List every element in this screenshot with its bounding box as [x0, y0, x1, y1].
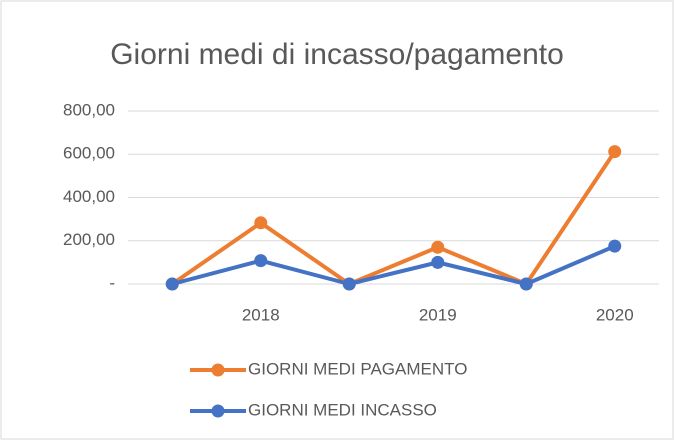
data-point: [431, 240, 445, 254]
data-point: [431, 255, 445, 269]
x-tick-label: 2020: [596, 305, 634, 324]
legend-label: GIORNI MEDI INCASSO: [248, 400, 437, 419]
y-tick-label: 800,00: [63, 100, 115, 119]
data-point: [342, 277, 356, 291]
y-tick-label: 600,00: [63, 144, 115, 163]
legend-label: GIORNI MEDI PAGAMENTO: [248, 359, 467, 378]
series-line: [171, 150, 617, 286]
chart-title: Giorni medi di incasso/pagamento: [110, 38, 564, 71]
data-point: [165, 277, 179, 291]
y-tick-label: 400,00: [63, 187, 115, 206]
data-point: [254, 254, 268, 268]
x-tick-label: 2019: [419, 305, 457, 324]
legend-marker: [211, 363, 225, 377]
data-point: [519, 277, 533, 291]
y-tick-label: -: [109, 273, 115, 292]
y-tick-label: 200,00: [63, 230, 115, 249]
series-line: [171, 244, 616, 286]
data-point: [608, 239, 622, 253]
data-point: [254, 216, 268, 230]
legend-marker: [211, 404, 225, 418]
x-tick-label: 2018: [242, 305, 280, 324]
data-point: [608, 145, 622, 159]
